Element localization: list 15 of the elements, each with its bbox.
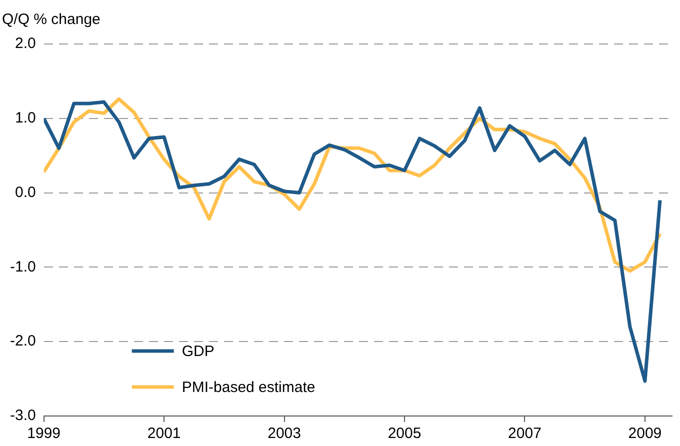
x-tick-label: 2007 [508, 425, 542, 442]
legend-label: GDP [182, 343, 214, 360]
x-tick-label: 2003 [268, 425, 301, 442]
y-tick-label: -1.0 [10, 258, 36, 276]
x-tick-label: 2009 [628, 425, 662, 442]
y-tick-label: -3.0 [10, 407, 36, 424]
legend-label: PMI-based estimate [182, 379, 316, 396]
y-axis-title: Q/Q % change [2, 11, 100, 28]
x-tick-label: 2001 [147, 425, 181, 442]
x-tick-label: 2005 [388, 425, 422, 442]
y-tick-label: 0.0 [14, 184, 36, 201]
x-tick-label: 1999 [27, 425, 61, 442]
y-tick-label: -2.0 [10, 332, 36, 350]
y-tick-label: 1.0 [14, 110, 36, 127]
y-tick-label: 2.0 [14, 35, 36, 52]
